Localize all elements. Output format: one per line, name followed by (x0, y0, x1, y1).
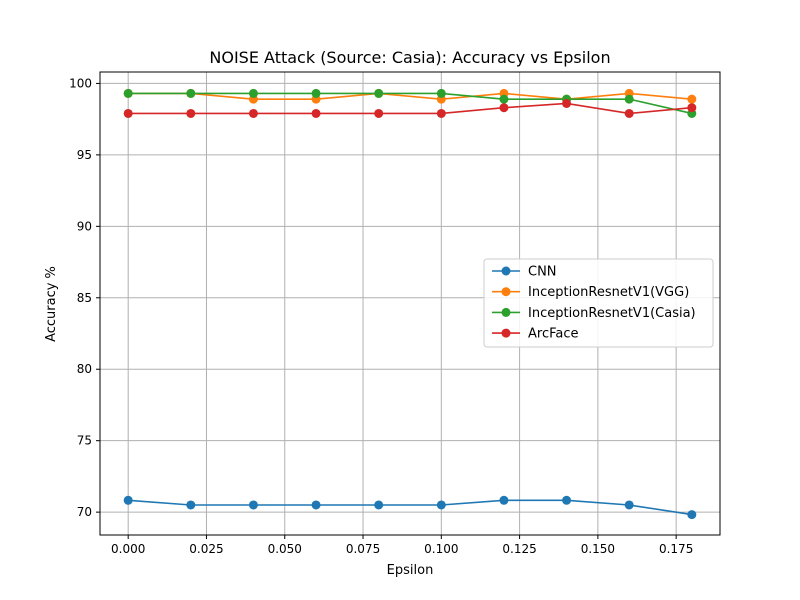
x-tick-label: 0.000 (111, 542, 145, 556)
y-axis-ticks: 70 75 80 85 90 95 100 (69, 76, 100, 519)
series-layer (123, 88, 697, 520)
x-tick-label: 0.125 (502, 542, 536, 556)
legend-label: InceptionResnetV1(VGG) (528, 285, 689, 300)
data-point (624, 500, 634, 510)
data-point (248, 88, 258, 98)
y-tick-label: 80 (77, 362, 92, 376)
data-point (436, 108, 446, 118)
data-point (311, 88, 321, 98)
series-line (128, 102, 692, 115)
series-line (128, 499, 692, 516)
legend-item: InceptionResnetV1(Casia) (492, 306, 696, 321)
data-point (562, 98, 572, 108)
data-point (687, 94, 697, 104)
x-axis-label: Epsilon (387, 563, 434, 578)
chart-title: NOISE Attack (Source: Casia): Accuracy v… (209, 48, 610, 67)
legend: CNN InceptionResnetV1(VGG) InceptionResnet… (483, 258, 714, 348)
plot-frame (99, 71, 721, 536)
series-line (128, 92, 692, 115)
data-point (374, 108, 384, 118)
y-axis-label: Accuracy % (44, 266, 59, 342)
legend-swatch-marker (501, 266, 511, 276)
data-point (687, 103, 697, 113)
data-point (123, 88, 133, 98)
data-point (624, 108, 634, 118)
y-tick-label: 70 (77, 505, 92, 519)
data-point (374, 88, 384, 98)
x-tick-label: 0.100 (424, 542, 458, 556)
legend-swatch-marker (501, 287, 511, 297)
x-tick-label: 0.050 (268, 542, 302, 556)
x-tick-label: 0.075 (346, 542, 380, 556)
data-point (248, 108, 258, 118)
y-tick-label: 85 (77, 291, 92, 305)
legend-item: CNN (492, 265, 557, 280)
legend-label: ArcFace (528, 327, 579, 342)
legend-box (483, 258, 714, 348)
legend-label: InceptionResnetV1(Casia) (528, 306, 696, 321)
data-point (123, 495, 133, 505)
data-point (687, 510, 697, 520)
y-tick-label: 75 (77, 434, 92, 448)
data-point (499, 495, 509, 505)
legend-item: InceptionResnetV1(VGG) (492, 285, 689, 300)
data-point (311, 108, 321, 118)
data-point (374, 500, 384, 510)
x-tick-label: 0.150 (581, 542, 615, 556)
data-point (186, 500, 196, 510)
legend-label: CNN (528, 265, 557, 280)
data-point (499, 94, 509, 104)
data-point (311, 500, 321, 510)
y-tick-label: 100 (69, 76, 92, 90)
data-point (436, 500, 446, 510)
legend-swatch-marker (501, 307, 511, 317)
series-1 (123, 88, 697, 104)
data-point (248, 500, 258, 510)
data-point (186, 88, 196, 98)
x-tick-label: 0.025 (189, 542, 223, 556)
x-axis-ticks: 0.000 0.025 0.050 0.075 0.100 0.125 0.150 0.175 (111, 535, 693, 556)
legend-swatch-marker (501, 328, 511, 338)
data-point (562, 495, 572, 505)
y-tick-label: 95 (77, 148, 92, 162)
data-point (499, 103, 509, 113)
x-tick-label: 0.175 (659, 542, 693, 556)
data-point (436, 88, 446, 98)
data-point (123, 108, 133, 118)
data-point (186, 108, 196, 118)
y-tick-label: 90 (77, 219, 92, 233)
legend-item: ArcFace (492, 327, 579, 342)
series-3 (123, 98, 697, 118)
series-0 (123, 495, 697, 520)
data-point (624, 94, 634, 104)
series-line (128, 92, 692, 100)
